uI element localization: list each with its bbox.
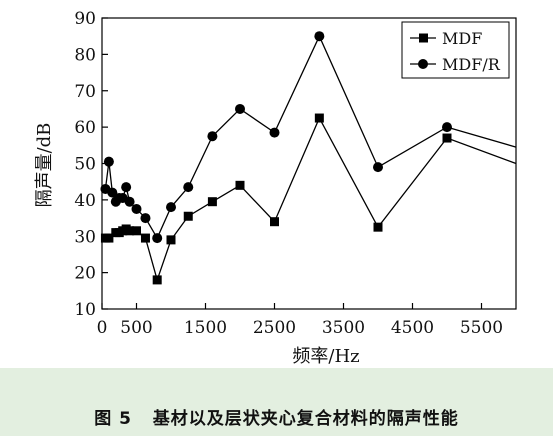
caption-label: 图 5 [94,409,132,429]
data-point [107,187,118,198]
x-axis-label: 频率/Hz [292,346,359,367]
data-point [442,122,452,133]
data-point [183,182,194,193]
data-point [121,182,132,193]
data-point [125,226,135,236]
chart-series [100,31,517,285]
y-tick-label: 70 [74,82,96,102]
y-tick-label: 80 [74,45,96,65]
series-1 [100,113,517,285]
y-tick-label: 20 [74,264,96,284]
x-tick-label: 2500 [253,318,296,338]
x-tick-label: 0 [97,318,108,338]
legend-marker [419,33,428,43]
data-point [373,162,383,173]
data-point [207,131,218,142]
legend-box [401,21,510,79]
data-point [235,180,245,190]
data-point [124,196,135,207]
legend-label: MDF [442,29,482,48]
chart: 10 20 30 40 50 60 70 80 90 0 500 1500 2500 3500 4500 55… [34,9,517,367]
legend-label: MDF/R [442,55,501,74]
y-tick-label: 30 [74,227,96,247]
chart-ticks: 10 20 30 40 50 60 70 80 90 0 500 1500 2500 3500 4500 55… [74,9,503,338]
data-point [373,222,383,232]
data-point [166,235,176,245]
y-tick-label: 60 [74,118,96,138]
y-tick-label: 10 [74,300,96,320]
data-point [183,211,193,221]
y-tick-label: 40 [74,191,96,211]
series-2 [100,31,517,244]
data-point [140,213,151,224]
caption-text: 基材以及层状夹心复合材料的隔声性能 [152,409,459,429]
data-point [207,197,217,207]
data-point [152,275,162,285]
data-point [140,233,150,243]
data-point [103,156,114,167]
x-tick-label: 500 [120,318,152,338]
data-point [152,233,163,244]
caption-background [0,368,553,436]
x-tick-label: 3500 [322,318,365,338]
y-tick-label: 90 [74,9,96,29]
y-axis-label: 隔声量/dB [34,123,55,208]
x-tick-label: 4500 [391,318,434,338]
data-point [132,226,141,236]
chart-legend: MDF MDF/R [401,21,510,79]
figure-caption: 图 5 基材以及层状夹心复合材料的隔声性能 [0,404,553,429]
data-point [314,31,325,42]
series-line [105,116,517,283]
data-point [104,233,114,243]
legend-marker [418,59,428,69]
data-point [131,203,142,214]
data-point [314,113,324,123]
x-tick-label: 5500 [460,318,503,338]
y-tick-label: 50 [74,155,96,175]
data-point [235,103,245,114]
data-point [442,133,452,143]
data-point [166,202,176,213]
x-tick-label: 1500 [184,318,227,338]
data-point [269,127,280,138]
data-point [270,217,279,227]
